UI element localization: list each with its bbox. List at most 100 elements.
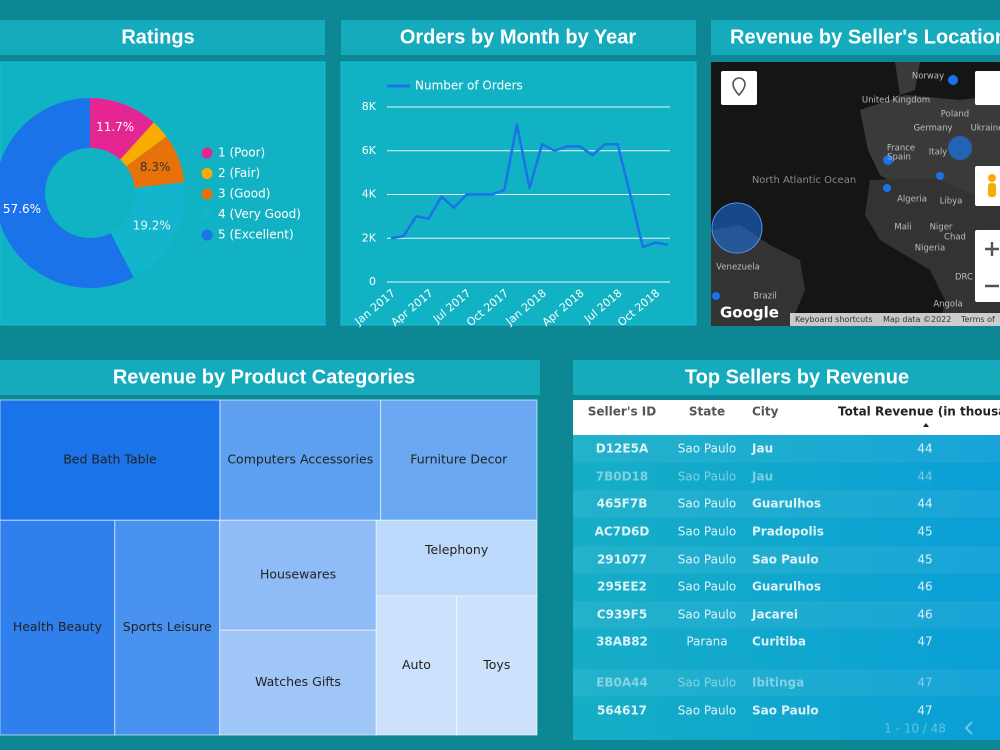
panel-title: Ratings: [121, 26, 194, 48]
panel-header: [711, 20, 1000, 55]
map-label: North Atlantic Ocean: [752, 175, 856, 186]
map-fullscreen-button[interactable]: [975, 71, 1000, 105]
panel-header: [0, 360, 540, 395]
map-bubble[interactable]: [948, 75, 958, 85]
map-label: Nigeria: [915, 244, 945, 254]
table-cell: 564617: [597, 704, 647, 718]
column-header[interactable]: Total Revenue (in thousand: [838, 405, 1000, 419]
table-cell: 46: [917, 608, 932, 622]
table-cell: Jau: [751, 470, 773, 484]
table-cell: 47: [917, 704, 932, 718]
panel-header: [0, 20, 325, 55]
treemap-label: Auto: [402, 657, 431, 672]
treemap-cell: [219, 399, 382, 521]
map-label: France: [887, 144, 915, 154]
legend-swatch: [201, 229, 213, 241]
pie-slice: [0, 98, 134, 288]
map-attribution-bar: [790, 313, 1000, 326]
map-attribution: Terms of: [960, 315, 995, 324]
map-label: Venezuela: [716, 263, 760, 273]
map-label: Poland: [941, 110, 969, 120]
map-label: Spain: [887, 153, 911, 163]
y-tick-label: 0: [369, 275, 376, 288]
map-land: [865, 178, 1000, 326]
pie-slice: [110, 182, 185, 278]
table-row: [573, 669, 1000, 697]
map-locate-button[interactable]: [721, 71, 757, 105]
panel: [340, 61, 697, 326]
table-cell: 45: [917, 525, 932, 539]
table-cell: Jau: [751, 442, 773, 456]
column-header[interactable]: City: [752, 405, 779, 419]
treemap-cell: [0, 519, 116, 736]
treemap-label: Furniture Decor: [410, 452, 508, 467]
table-panel: [573, 400, 1000, 740]
table-row: [573, 601, 1000, 629]
table-cell: Sao Paulo: [752, 704, 819, 718]
treemap-cell: [456, 595, 538, 736]
sort-indicator: [923, 423, 929, 427]
map[interactable]: [711, 62, 1000, 326]
table-cell: 44: [917, 497, 932, 511]
table-cell: Pradopolis: [752, 525, 824, 539]
panel-header: [573, 360, 1000, 395]
map-label: Mali: [894, 223, 911, 233]
table-cell: 291077: [597, 553, 647, 567]
treemap-cell: [219, 629, 377, 736]
column-header[interactable]: State: [689, 405, 725, 419]
map-logo: Google: [720, 304, 779, 322]
map-label: Brazil: [753, 292, 777, 302]
pagination: 1 - 10 / 48: [884, 722, 946, 736]
treemap-label: Toys: [482, 657, 510, 672]
table-cell: 7B0D18: [596, 470, 649, 484]
table-cell: 465F7B: [597, 497, 648, 511]
map-bubble[interactable]: [711, 202, 763, 254]
panel-title: Revenue by Seller's Location: [730, 26, 1000, 48]
map-zoom-control[interactable]: [975, 230, 1000, 302]
legend-swatch: [201, 188, 213, 200]
table-cell: 44: [917, 470, 932, 484]
table-cell: 47: [917, 676, 932, 690]
map-label: Angola: [933, 300, 962, 310]
map-attribution: Keyboard shortcuts: [795, 315, 872, 324]
legend-swatch: [201, 147, 213, 159]
legend-swatch: [201, 209, 213, 220]
legend-label: 2 (Fair): [218, 166, 260, 180]
treemap-cell: [380, 399, 538, 521]
map-bubble[interactable]: [883, 155, 893, 165]
map-label: DRC: [955, 273, 973, 283]
map-label: Ukraine: [971, 124, 1000, 134]
map-label: Norway: [912, 72, 944, 82]
table-cell: 45: [917, 553, 932, 567]
column-header[interactable]: Seller's ID: [588, 405, 657, 419]
map-bubble[interactable]: [936, 172, 944, 180]
map-bubble[interactable]: [948, 136, 972, 160]
map-land: [895, 62, 920, 95]
treemap-label: Computers Accessories: [227, 452, 373, 467]
table-cell: Sao Paulo: [678, 442, 736, 456]
table-row: [573, 546, 1000, 574]
data-label: 8.3%: [140, 160, 171, 174]
table-cell: D12E5A: [596, 442, 649, 456]
map-streetview-button[interactable]: [975, 166, 1000, 206]
table-header: [573, 400, 1000, 435]
treemap-label: Bed Bath Table: [63, 452, 157, 467]
map-label: Germany: [913, 124, 952, 134]
pie-slice: [90, 98, 154, 160]
icon: [988, 174, 996, 182]
table-row: [573, 435, 1000, 463]
table-cell: Parana: [686, 635, 727, 649]
treemap-cell: [375, 595, 458, 736]
legend-label: Number of Orders: [415, 79, 523, 93]
pagination-prev[interactable]: [964, 721, 973, 735]
map-bubble[interactable]: [883, 184, 891, 192]
treemap-cell: [219, 519, 377, 631]
table-cell: Guarulhos: [752, 580, 821, 594]
treemap-label: Watches Gifts: [255, 674, 341, 689]
icon: [985, 242, 999, 288]
treemap-label: Telephony: [424, 542, 489, 557]
table-cell: Sao Paulo: [678, 580, 736, 594]
map-bubble[interactable]: [712, 292, 720, 300]
data-label: 11.7%: [96, 120, 134, 134]
